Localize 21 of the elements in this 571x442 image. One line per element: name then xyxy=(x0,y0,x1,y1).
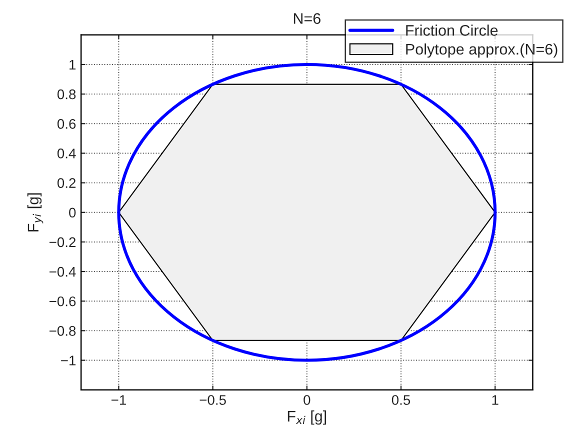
y-tick-label: 0.4 xyxy=(57,148,76,158)
x-tick-label: 0.5 xyxy=(392,395,410,405)
y-tick-label: −0.2 xyxy=(49,237,76,248)
x-axis-title: F$_{xi}$ [g] xyxy=(288,410,326,425)
x-tick-label: 0 xyxy=(304,395,310,405)
annotation: Friction Circle xyxy=(406,24,498,36)
y-tick-label: −0.8 xyxy=(49,326,76,336)
legend-label: Polytope approx.(N=6) xyxy=(406,43,558,58)
y-tick-label: 0.2 xyxy=(57,178,76,188)
y-tick-label: 0.8 xyxy=(57,89,76,100)
x-tick-label: −1 xyxy=(111,395,126,405)
y-tick-label: 0.6 xyxy=(57,118,76,129)
x-tick-label: 1 xyxy=(492,395,498,405)
y-tick-label: 1 xyxy=(70,60,76,70)
y-tick-label: −0.6 xyxy=(49,296,76,306)
y-tick-label: −1 xyxy=(61,356,76,366)
y-tick-label: −0.4 xyxy=(49,266,76,277)
y-axis-title: F$_{yi}$ [g] xyxy=(27,193,44,232)
chart-title: N=6 xyxy=(294,13,320,24)
x-tick-label: −0.5 xyxy=(200,395,226,405)
y-tick-label: 0 xyxy=(69,208,76,218)
